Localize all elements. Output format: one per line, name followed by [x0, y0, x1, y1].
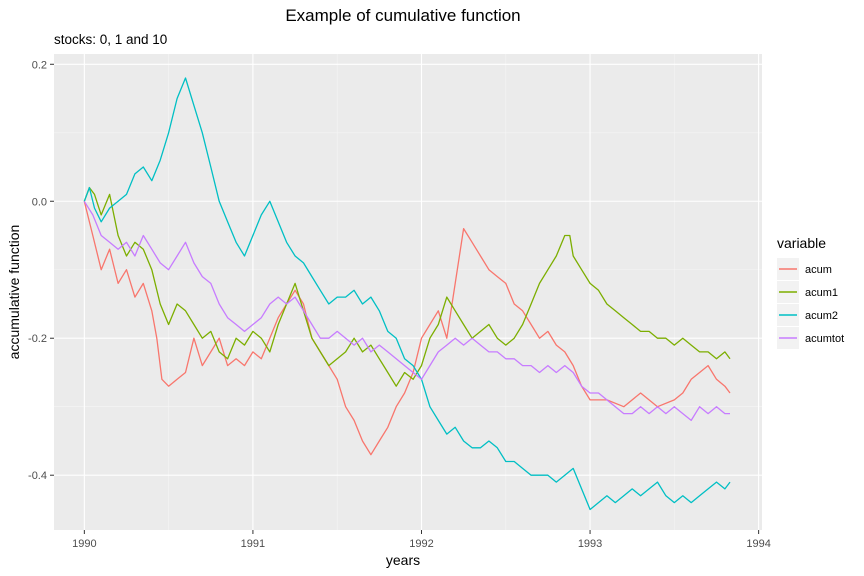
chart-subtitle: stocks: 0, 1 and 10 [54, 32, 167, 47]
series-line-acum1 [83, 186, 731, 387]
grid-minor [54, 54, 762, 530]
legend: variable acum acum1 acum2 acumtot [777, 235, 844, 349]
plot-panel [54, 54, 762, 530]
y-tick-label: 0.0 [32, 196, 47, 208]
grid-major [54, 54, 762, 530]
x-tick-label: 1991 [241, 538, 265, 550]
legend-label-acum1: acum1 [805, 287, 838, 299]
x-tick-label: 1990 [72, 538, 96, 550]
legend-label-acum2: acum2 [805, 310, 838, 322]
y-axis-title: accumulative function [6, 225, 22, 360]
series-line-acum [83, 201, 731, 456]
series-line-acum2 [83, 77, 731, 511]
legend-label-acumtot: acumtot [805, 333, 844, 345]
y-tick-label: -0.2 [28, 333, 47, 345]
legend-label-acum: acum [805, 264, 832, 276]
x-axis: 1990 1991 1992 1993 1994 [72, 530, 771, 550]
x-tick-label: 1994 [746, 538, 770, 550]
y-tick-label: -0.4 [28, 470, 47, 482]
y-tick-label: 0.2 [32, 59, 47, 71]
x-axis-title: years [386, 552, 420, 568]
x-tick-label: 1993 [578, 538, 602, 550]
legend-title: variable [777, 235, 826, 251]
series-lines [83, 77, 731, 511]
chart-title: Example of cumulative function [285, 6, 520, 25]
x-tick-label: 1992 [409, 538, 433, 550]
series-line-acumtot [83, 200, 730, 422]
y-axis: 0.2 0.0 -0.2 -0.4 [28, 59, 54, 482]
